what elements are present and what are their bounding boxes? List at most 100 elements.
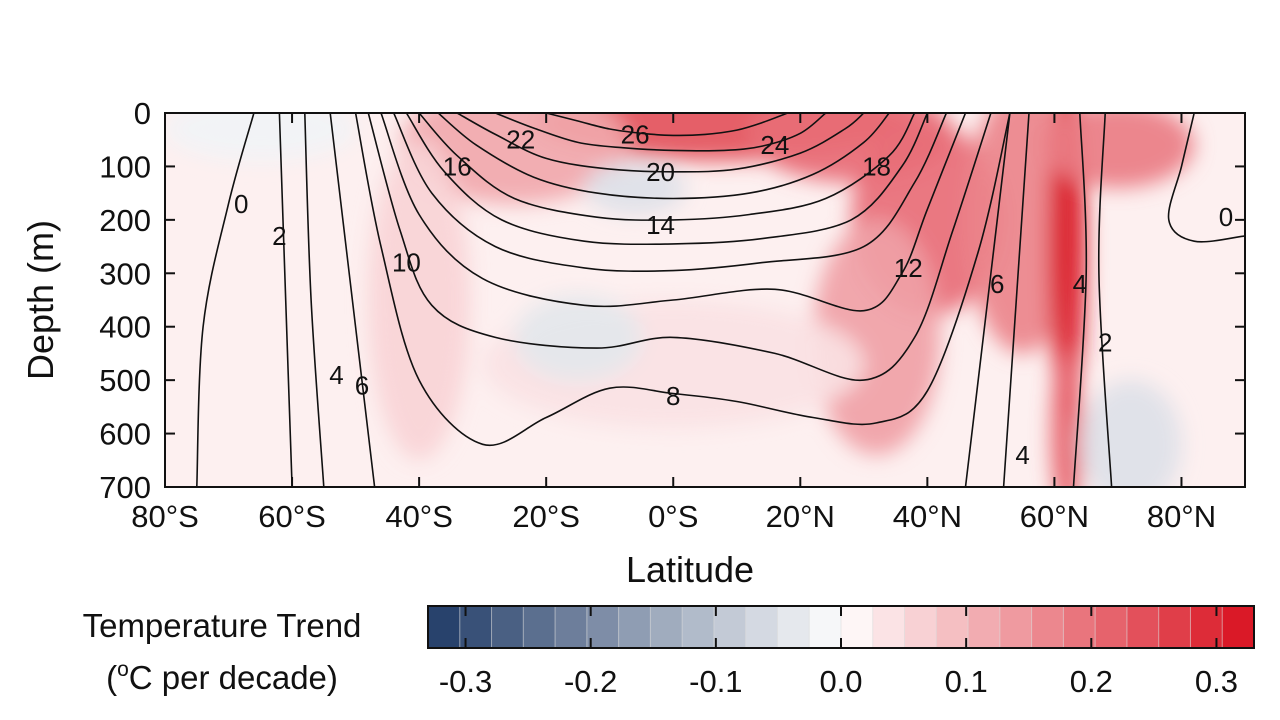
colorbar-tick-label: 0.1: [945, 664, 988, 699]
contour-line-16: [405, 113, 929, 246]
colorbar-cell: [1095, 606, 1128, 648]
colorbar-cell: [745, 606, 778, 648]
contour-label-8: 8: [666, 381, 680, 411]
contour-line-2: [1097, 113, 1113, 487]
x-axis: 80°S 60°S 40°S 20°S 0°S 20°N 40°N 60°N 80°N: [131, 113, 1216, 534]
contour-line-22: [456, 113, 865, 173]
x-tick-label: 80°N: [1147, 499, 1216, 534]
contour-label-6: 6: [355, 370, 369, 400]
colorbar-tick-label: 0.0: [819, 664, 862, 699]
temperature-contours: [196, 113, 1245, 487]
plot-frame: [164, 112, 1246, 488]
colorbar-cell: [618, 606, 651, 648]
x-tick-label: 60°N: [1020, 499, 1089, 534]
colorbar-tick-label: 0.2: [1070, 664, 1113, 699]
y-axis-title: Depth (m): [20, 220, 61, 380]
heatmap: [165, 113, 1195, 487]
trend-blob: [400, 113, 629, 204]
contour-line-4: [1072, 113, 1088, 487]
colorbar-cells: [428, 606, 1255, 648]
contour-label-14: 14: [646, 210, 675, 240]
colorbar-cell: [1190, 606, 1223, 648]
y-tick-label: 300: [99, 256, 151, 291]
colorbar-title-line2: (oC per decade): [106, 658, 338, 696]
colorbar-cell: [682, 606, 715, 648]
colorbar-cell: [809, 606, 842, 648]
x-tick-label: 20°N: [766, 499, 835, 534]
contour-line-18: [418, 113, 916, 221]
trend-blob: [1079, 380, 1182, 487]
contour-label-0: 0: [1219, 202, 1233, 232]
x-tick-label: 40°S: [385, 499, 453, 534]
colorbar-cell: [872, 606, 906, 648]
y-tick-label: 600: [99, 417, 151, 452]
contour-line-20: [437, 113, 890, 200]
contour-label-26: 26: [621, 119, 650, 149]
contour-line-12: [380, 113, 967, 312]
y-tick-label: 100: [99, 149, 151, 184]
x-tick-label: 20°S: [512, 499, 580, 534]
trend-blob: [1041, 113, 1195, 188]
x-tick-label: 80°S: [131, 499, 199, 534]
x-tick-label: 0°S: [648, 499, 698, 534]
heatmap-blobs: [165, 113, 1195, 487]
colorbar-cell: [650, 606, 683, 648]
colorbar-cell: [1222, 606, 1255, 648]
y-tick-label: 700: [99, 470, 151, 505]
contour-line-2: [278, 113, 293, 487]
colorbar-cell: [1031, 606, 1064, 648]
colorbar-tick-label: 0.3: [1195, 664, 1238, 699]
colorbar-cell: [999, 606, 1033, 648]
colorbar-cell: [713, 606, 747, 648]
contour-line-14: [392, 113, 948, 273]
colorbar-title-paren: (: [106, 659, 117, 696]
contour-label-4: 4: [329, 360, 343, 390]
contour-label-6: 6: [990, 269, 1004, 299]
contour-line-0: [196, 113, 255, 487]
x-tick-label: 60°S: [258, 499, 326, 534]
contour-label-20: 20: [646, 157, 675, 187]
contour-line-26: [546, 113, 788, 137]
colorbar-cell: [555, 606, 588, 648]
contour-line-8: [354, 113, 1011, 447]
contour-line-6: [329, 113, 376, 487]
contour-line-4: [1002, 113, 1030, 487]
colorbar-title-line1: Temperature Trend: [83, 607, 362, 644]
contour-line-6: [964, 113, 1011, 487]
colorbar-ticks: -0.3 -0.2 -0.1 0.0 0.1 0.2 0.3: [439, 606, 1238, 699]
colorbar-cell: [841, 606, 874, 648]
x-axis-title: Latitude: [626, 549, 754, 590]
trend-blob: [1048, 113, 1087, 418]
trend-blob: [165, 113, 356, 162]
colorbar-title-units: C per decade): [129, 659, 338, 696]
contour-line-0: [1167, 113, 1245, 243]
colorbar-cell: [1126, 606, 1160, 648]
contour-line-10: [367, 113, 992, 382]
colorbar-tick-label: -0.3: [439, 664, 492, 699]
contour-label-16: 16: [443, 151, 472, 181]
y-tick-label: 0: [134, 96, 151, 131]
contour-label-24: 24: [760, 130, 789, 160]
colorbar-cell: [523, 606, 556, 648]
contour-label-12: 12: [894, 253, 923, 283]
trend-blob: [368, 139, 470, 461]
y-tick-label: 200: [99, 203, 151, 238]
trend-blob: [584, 161, 686, 215]
contour-label-0: 0: [234, 189, 248, 219]
contour-label-22: 22: [506, 125, 535, 155]
contour-label-18: 18: [862, 151, 891, 181]
colorbar-cell: [904, 606, 937, 648]
colorbar-tick-label: -0.1: [689, 664, 742, 699]
contour-label-4: 4: [1015, 440, 1029, 470]
contour-label-10: 10: [392, 248, 421, 278]
y-tick-label: 500: [99, 363, 151, 398]
colorbar-cell: [428, 606, 461, 648]
colorbar-tick-label: -0.2: [564, 664, 617, 699]
colorbar-cell: [936, 606, 969, 648]
trend-blob: [1051, 348, 1083, 487]
trend-blob: [813, 219, 941, 455]
y-tick-label: 400: [99, 310, 151, 345]
